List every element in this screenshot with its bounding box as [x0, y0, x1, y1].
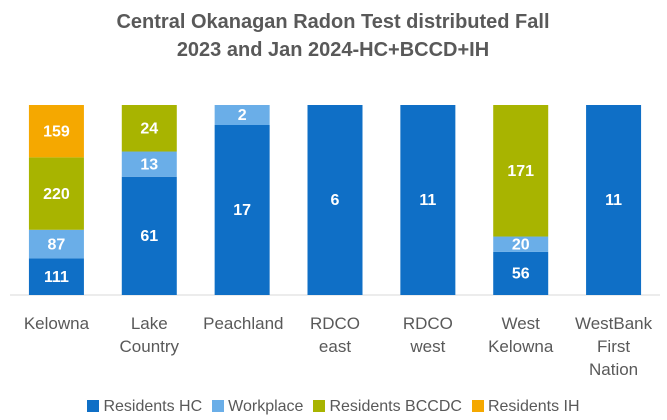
- bar-segment: [214, 125, 270, 295]
- bar-segment: [28, 258, 84, 295]
- bar-segment: [586, 105, 642, 295]
- data-label: 159: [43, 123, 70, 140]
- bar-segment: [493, 236, 549, 252]
- data-label: 11: [419, 192, 436, 209]
- data-label: 17: [233, 202, 251, 219]
- data-label: 13: [140, 156, 158, 173]
- bar-segment: [28, 229, 84, 259]
- bar-segment: [28, 105, 84, 158]
- x-tick-label: WestBank First Nation: [574, 314, 653, 379]
- bar-segment: [493, 105, 549, 237]
- bar-segment: [121, 176, 177, 295]
- legend-item: Residents BCCDC: [313, 398, 462, 416]
- bar-segment: [121, 105, 177, 152]
- legend-label: Residents HC: [103, 398, 203, 415]
- bar-segment: [400, 105, 456, 295]
- bar-segment: [121, 151, 177, 177]
- legend-swatch: [471, 400, 484, 412]
- data-label: 220: [43, 186, 70, 203]
- data-label: 24: [140, 120, 158, 137]
- data-label: 11: [605, 192, 622, 209]
- x-tick-label: RDCO west: [402, 314, 453, 356]
- bar-segment: [28, 157, 84, 230]
- x-tick-label: RDCO east: [309, 314, 361, 356]
- legend-item: Residents IH: [471, 398, 580, 416]
- x-tick-label: Peachland: [203, 314, 284, 333]
- x-tick-label: Lake Country: [119, 314, 180, 356]
- chart-title: Central Okanagan Radon Test distributed …: [116, 11, 550, 61]
- x-tick-label: Kelowna: [23, 314, 90, 333]
- bar-segment: [307, 105, 363, 295]
- legend-label: Workplace: [228, 398, 304, 415]
- data-label: 87: [48, 236, 66, 253]
- data-label: 20: [512, 236, 530, 253]
- bar-segment: [493, 251, 549, 295]
- legend-label: Residents BCCDC: [329, 398, 462, 415]
- data-label: 111: [44, 269, 69, 286]
- legend-label: Residents IH: [487, 398, 580, 415]
- data-label: 171: [507, 163, 534, 180]
- x-tick-label: West Kelowna: [488, 314, 554, 356]
- data-label: 61: [140, 228, 158, 245]
- data-label: 56: [512, 266, 530, 283]
- data-label: 2: [238, 107, 247, 124]
- data-label: 6: [331, 192, 340, 209]
- legend-swatch: [313, 400, 326, 412]
- bar-segment: [214, 105, 270, 125]
- legend-item: Residents HC: [87, 398, 202, 416]
- legend: Residents HC Workplace Residents BCCDC Resi…: [0, 398, 667, 416]
- legend-swatch: [212, 400, 225, 412]
- legend-item: Workplace: [212, 398, 303, 416]
- legend-swatch: [87, 400, 100, 412]
